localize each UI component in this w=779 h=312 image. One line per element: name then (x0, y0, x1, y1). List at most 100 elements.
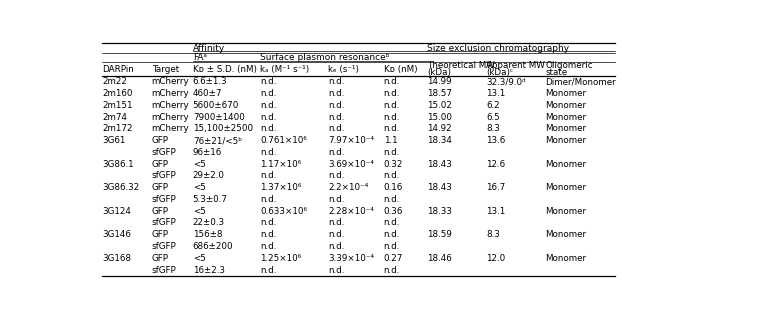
Text: 18.46: 18.46 (427, 254, 452, 263)
Text: n.d.: n.d. (383, 218, 400, 227)
Text: 13.1: 13.1 (486, 89, 506, 98)
Text: Oligomeric: Oligomeric (545, 61, 593, 70)
Text: 3G168: 3G168 (102, 254, 131, 263)
Text: sfGFP: sfGFP (152, 195, 177, 204)
Text: Size exclusion chromatography: Size exclusion chromatography (427, 44, 569, 53)
Text: Monomer: Monomer (545, 113, 587, 121)
Text: 15.02: 15.02 (427, 101, 452, 110)
Text: n.d.: n.d. (260, 242, 277, 251)
Text: n.d.: n.d. (260, 218, 277, 227)
Text: 7900±1400: 7900±1400 (192, 113, 245, 121)
Text: Monomer: Monomer (545, 136, 587, 145)
Text: Target: Target (152, 65, 179, 74)
Text: (kDa)ᶜ: (kDa)ᶜ (486, 68, 513, 77)
Text: 14.92: 14.92 (427, 124, 452, 133)
Text: n.d.: n.d. (383, 242, 400, 251)
Text: n.d.: n.d. (260, 77, 277, 86)
Text: n.d.: n.d. (328, 77, 344, 86)
Text: 460±7: 460±7 (192, 89, 222, 98)
Text: 3G61: 3G61 (102, 136, 125, 145)
Text: 6.6±1.3: 6.6±1.3 (192, 77, 227, 86)
Text: 2m74: 2m74 (102, 113, 127, 121)
Text: 3.39×10⁻⁴: 3.39×10⁻⁴ (328, 254, 374, 263)
Text: 5.3±0.7: 5.3±0.7 (192, 195, 227, 204)
Text: <5: <5 (192, 183, 206, 192)
Text: GFP: GFP (152, 230, 169, 239)
Text: 156±8: 156±8 (192, 230, 222, 239)
Text: n.d.: n.d. (328, 113, 344, 121)
Text: 29±2.0: 29±2.0 (192, 171, 225, 180)
Text: 0.16: 0.16 (383, 183, 403, 192)
Text: 3G86.1: 3G86.1 (102, 160, 134, 168)
Text: n.d.: n.d. (328, 266, 344, 275)
Text: sfGFP: sfGFP (152, 171, 177, 180)
Text: 6.2: 6.2 (486, 101, 500, 110)
Text: n.d.: n.d. (328, 148, 344, 157)
Text: 14.99: 14.99 (427, 77, 452, 86)
Text: sfGFP: sfGFP (152, 266, 177, 275)
Text: Monomer: Monomer (545, 207, 587, 216)
Text: Monomer: Monomer (545, 101, 587, 110)
Text: n.d.: n.d. (260, 171, 277, 180)
Text: 6.5: 6.5 (486, 113, 500, 121)
Text: 8.3: 8.3 (486, 124, 500, 133)
Text: n.d.: n.d. (260, 148, 277, 157)
Text: n.d.: n.d. (260, 195, 277, 204)
Text: 7.97×10⁻⁴: 7.97×10⁻⁴ (328, 136, 374, 145)
Text: GFP: GFP (152, 136, 169, 145)
Text: 18.57: 18.57 (427, 89, 452, 98)
Text: 13.6: 13.6 (486, 136, 506, 145)
Text: n.d.: n.d. (383, 89, 400, 98)
Text: n.d.: n.d. (383, 124, 400, 133)
Text: 2m160: 2m160 (102, 89, 132, 98)
Text: Monomer: Monomer (545, 160, 587, 168)
Text: sfGFP: sfGFP (152, 148, 177, 157)
Text: 3G146: 3G146 (102, 230, 131, 239)
Text: mCherry: mCherry (152, 124, 189, 133)
Text: 13.1: 13.1 (486, 207, 506, 216)
Text: 8.3: 8.3 (486, 230, 500, 239)
Text: 2m151: 2m151 (102, 101, 132, 110)
Text: 18.34: 18.34 (427, 136, 452, 145)
Text: n.d.: n.d. (328, 195, 344, 204)
Text: n.d.: n.d. (383, 195, 400, 204)
Text: n.d.: n.d. (383, 77, 400, 86)
Text: n.d.: n.d. (260, 113, 277, 121)
Text: Monomer: Monomer (545, 89, 587, 98)
Text: n.d.: n.d. (328, 171, 344, 180)
Text: mCherry: mCherry (152, 113, 189, 121)
Text: (kDa): (kDa) (427, 68, 451, 77)
Text: 1.37×10⁶: 1.37×10⁶ (260, 183, 301, 192)
Text: n.d.: n.d. (260, 230, 277, 239)
Text: 0.761×10⁶: 0.761×10⁶ (260, 136, 307, 145)
Text: n.d.: n.d. (383, 266, 400, 275)
Text: 3G86.32: 3G86.32 (102, 183, 139, 192)
Text: 18.43: 18.43 (427, 160, 452, 168)
Text: 0.633×10⁶: 0.633×10⁶ (260, 207, 307, 216)
Text: GFP: GFP (152, 207, 169, 216)
Text: 15.00: 15.00 (427, 113, 452, 121)
Text: mCherry: mCherry (152, 77, 189, 86)
Text: n.d.: n.d. (383, 230, 400, 239)
Text: n.d.: n.d. (383, 148, 400, 157)
Text: 18.43: 18.43 (427, 183, 452, 192)
Text: Dimer/Monomer: Dimer/Monomer (545, 77, 616, 86)
Text: Theoretical MW: Theoretical MW (427, 61, 495, 70)
Text: 0.27: 0.27 (383, 254, 403, 263)
Text: 2m172: 2m172 (102, 124, 132, 133)
Text: n.d.: n.d. (383, 171, 400, 180)
Text: 686±200: 686±200 (192, 242, 234, 251)
Text: Kᴅ (nM): Kᴅ (nM) (383, 65, 418, 74)
Text: mCherry: mCherry (152, 101, 189, 110)
Text: GFP: GFP (152, 160, 169, 168)
Text: n.d.: n.d. (260, 89, 277, 98)
Text: GFP: GFP (152, 254, 169, 263)
Text: 3G124: 3G124 (102, 207, 131, 216)
Text: Kᴅ ± S.D. (nM): Kᴅ ± S.D. (nM) (192, 65, 257, 74)
Text: <5: <5 (192, 254, 206, 263)
Text: kₐ (M⁻¹ s⁻¹): kₐ (M⁻¹ s⁻¹) (260, 65, 309, 74)
Text: Monomer: Monomer (545, 254, 587, 263)
Text: DARPin: DARPin (102, 65, 134, 74)
Text: sfGFP: sfGFP (152, 242, 177, 251)
Text: 76±21/<5ᵇ: 76±21/<5ᵇ (192, 136, 241, 145)
